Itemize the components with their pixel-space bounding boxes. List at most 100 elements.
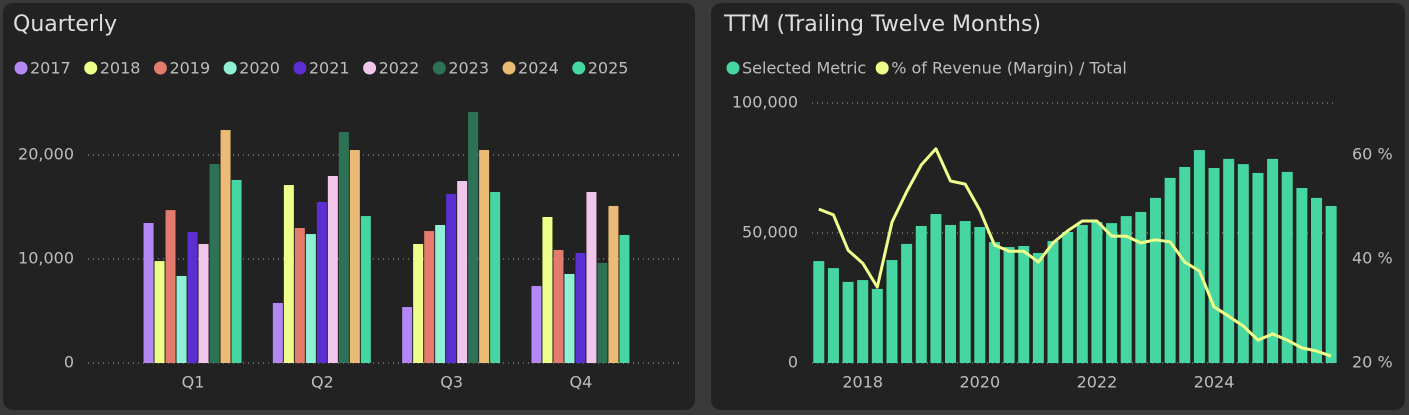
bar <box>1281 171 1293 363</box>
legend-marker <box>432 61 446 75</box>
bar <box>1311 197 1323 363</box>
bar <box>974 227 986 363</box>
panel <box>3 3 695 410</box>
bar <box>1237 164 1249 363</box>
bar <box>586 192 597 363</box>
x-tick-label: Q3 <box>440 373 463 392</box>
bar <box>338 132 349 363</box>
y-tick-label: 0 <box>64 353 74 372</box>
bar <box>608 205 619 363</box>
x-tick-label: Q1 <box>182 373 205 392</box>
line <box>818 147 1332 358</box>
bar <box>446 194 457 363</box>
bar <box>457 181 468 363</box>
y-tick-label: 0 <box>788 353 798 372</box>
bar <box>1296 188 1308 363</box>
y-tick-label: 60 % <box>1352 145 1393 164</box>
y-tick-label: 10,000 <box>18 249 74 268</box>
bar <box>1164 177 1176 363</box>
bar <box>857 280 869 363</box>
y-tick-label: 100,000 <box>732 93 798 112</box>
y-tick-label: 20,000 <box>18 145 74 164</box>
legend-label: 2025 <box>588 59 629 78</box>
bar <box>272 302 283 363</box>
x-tick-label: 2022 <box>1077 373 1118 392</box>
bar <box>564 273 575 363</box>
bar <box>154 261 165 363</box>
y-tick-label: 40 % <box>1352 249 1393 268</box>
bar <box>1223 158 1235 363</box>
bar <box>1018 246 1030 363</box>
legend-label: 2019 <box>169 59 210 78</box>
bar <box>1120 216 1132 363</box>
bar <box>1267 158 1279 363</box>
bar <box>531 286 542 363</box>
bar <box>187 231 198 363</box>
bar <box>435 224 446 363</box>
bar <box>871 288 883 363</box>
bar <box>930 214 942 363</box>
bar <box>479 150 490 363</box>
legend-marker <box>875 61 889 75</box>
legend-marker <box>293 61 307 75</box>
legend-label: Selected Metric <box>742 59 866 78</box>
bar <box>945 224 957 363</box>
bar <box>1003 247 1015 363</box>
bar <box>294 228 305 363</box>
legend-label: 2024 <box>518 59 559 78</box>
bar <box>209 164 220 363</box>
bar <box>360 216 371 363</box>
bar <box>575 252 586 363</box>
bar <box>1076 224 1088 363</box>
bar <box>553 249 564 363</box>
bar <box>1047 241 1059 363</box>
bar <box>349 150 360 363</box>
bar <box>468 112 479 363</box>
bar <box>1208 168 1220 363</box>
legend-label: 2018 <box>100 59 141 78</box>
bar <box>1135 211 1147 363</box>
legend-marker <box>363 61 377 75</box>
bar <box>305 234 316 363</box>
legend-label: 2020 <box>239 59 280 78</box>
bar <box>316 202 327 363</box>
bar <box>1252 172 1264 363</box>
bar <box>1062 231 1074 363</box>
chart-title: Quarterly <box>13 12 117 37</box>
x-tick-label: 2020 <box>959 373 1000 392</box>
bar <box>402 307 413 363</box>
bar <box>1179 166 1191 363</box>
bar <box>490 192 501 363</box>
bar <box>413 244 424 363</box>
bar <box>231 179 242 363</box>
bar <box>198 244 209 363</box>
y-tick-label: 50,000 <box>742 223 798 242</box>
bar <box>176 275 187 363</box>
bar <box>915 225 927 363</box>
x-tick-label: Q4 <box>570 373 593 392</box>
bar <box>901 243 913 363</box>
bar <box>842 281 854 363</box>
bar <box>813 261 825 363</box>
x-tick-label: 2024 <box>1194 373 1235 392</box>
bar <box>988 242 1000 363</box>
legend-marker <box>502 61 516 75</box>
bar <box>283 185 294 363</box>
x-tick-label: Q2 <box>311 373 334 392</box>
legend-marker <box>84 61 98 75</box>
bar <box>827 268 839 363</box>
legend-marker <box>223 61 237 75</box>
legend-marker <box>153 61 167 75</box>
bar <box>1091 222 1103 363</box>
y-tick-label: 20 % <box>1352 353 1393 372</box>
legend-marker <box>726 61 740 75</box>
bar <box>424 231 435 363</box>
bar <box>542 216 553 363</box>
x-tick-label: 2018 <box>842 373 883 392</box>
bar <box>1149 197 1161 363</box>
legend-label: 2022 <box>379 59 420 78</box>
bar <box>165 210 176 363</box>
legend-marker <box>572 61 586 75</box>
bar <box>327 176 338 363</box>
